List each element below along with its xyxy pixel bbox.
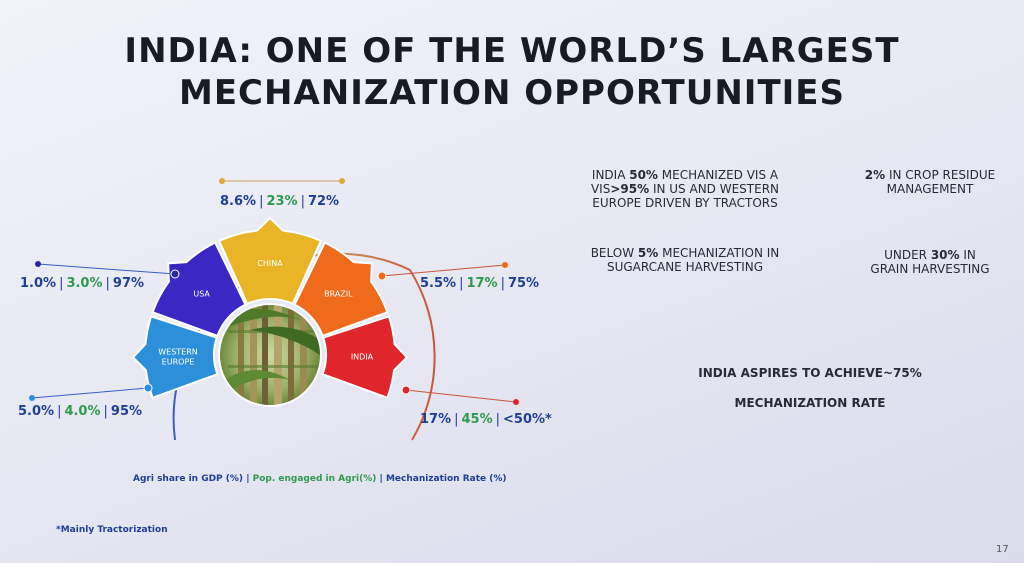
stat-pop: 4.0% (64, 404, 101, 419)
stat-agri: 17% (420, 412, 452, 427)
stat-mech: 95% (110, 404, 143, 419)
info-box-grain: UNDER 30% IN GRAIN HARVESTING (870, 248, 990, 276)
wheel-segments: WESTERN EUROPE USA CHINA BRAZIL INDIA (131, 216, 409, 400)
connector-usa (35, 261, 180, 279)
connector-india (401, 385, 519, 405)
info-box-crop-residue: 2% IN CROP RESIDUE MANAGEMENT (864, 168, 996, 196)
stat-mech: <50%* (503, 412, 552, 427)
aspire-line-1: INDIA ASPIRES TO ACHIEVE~75% (698, 366, 922, 380)
segment-label-china: CHINA (257, 259, 283, 268)
stat-separator: | (454, 412, 459, 427)
stat-separator: | (500, 276, 505, 291)
info-box-mechanized: INDIA 50% MECHANIZED VIS A VIS>95% IN US… (590, 168, 780, 210)
stat-pop: 45% (461, 412, 493, 427)
page-number: 17 (996, 544, 1009, 555)
segment-brazil (293, 241, 389, 338)
stat-separator: | (103, 404, 108, 419)
stat-india: 17% | 45% | <50%* (420, 412, 552, 427)
stat-separator: | (105, 276, 110, 291)
segment-china (217, 216, 323, 306)
stat-separator: | (459, 276, 464, 291)
stat-western-europe: 5.0% | 4.0% | 95% (18, 404, 142, 419)
segment-label-india: INDIA (351, 353, 374, 362)
stat-china: 8.6% | 23% | 72% (220, 194, 339, 209)
stat-agri: 8.6% (220, 194, 257, 209)
segment-india (321, 315, 409, 400)
connector-brazil (377, 262, 508, 281)
sugarcane-image (218, 303, 322, 407)
stat-brazil: 5.5% | 17% | 75% (420, 276, 539, 291)
legend-pop: Pop. engaged in Agri(%) (252, 474, 377, 484)
stat-usa: 1.0% | 3.0% | 97% (20, 276, 144, 291)
stat-pop: 23% (266, 194, 298, 209)
stat-separator: | (300, 194, 305, 209)
stat-separator: | (259, 194, 264, 209)
legend-separator: | (379, 474, 383, 484)
stat-separator: | (57, 404, 62, 419)
stat-mech: 97% (112, 276, 145, 291)
legend-separator: | (246, 474, 250, 484)
info-box-sugarcane: BELOW 5% MECHANIZATION IN SUGARCANE HARV… (590, 246, 780, 274)
segment-usa (151, 241, 247, 338)
legend-mech: Mechanization Rate (%) (385, 474, 507, 484)
segment-label-usa: USA (193, 289, 210, 298)
stat-pop: 17% (466, 276, 498, 291)
stat-agri: 5.5% (420, 276, 457, 291)
connector-western-europe (29, 383, 153, 401)
stat-pop: 3.0% (66, 276, 103, 291)
segment-label-brazil: BRAZIL (324, 289, 353, 298)
title-line-2: MECHANIZATION OPPORTUNITIES (178, 73, 845, 113)
stat-separator: | (59, 276, 64, 291)
legend: Agri share in GDP (%) | Pop. engaged in … (133, 474, 507, 484)
segment-label-western-europe: WESTERN EUROPE (158, 348, 198, 367)
title-line-1: INDIA: ONE OF THE WORLD’S LARGEST (124, 31, 900, 71)
legend-agri: Agri share in GDP (%) (133, 474, 244, 484)
slide-title: INDIA: ONE OF THE WORLD’S LARGEST MECHAN… (0, 30, 1024, 114)
stat-mech: 72% (307, 194, 340, 209)
stat-mech: 75% (507, 276, 540, 291)
stat-agri: 5.0% (18, 404, 55, 419)
footnote: *Mainly Tractorization (56, 525, 168, 535)
aspire-line-2: MECHANIZATION RATE (734, 396, 886, 410)
stat-separator: | (495, 412, 501, 427)
connector-china (219, 178, 345, 184)
stat-agri: 1.0% (20, 276, 57, 291)
